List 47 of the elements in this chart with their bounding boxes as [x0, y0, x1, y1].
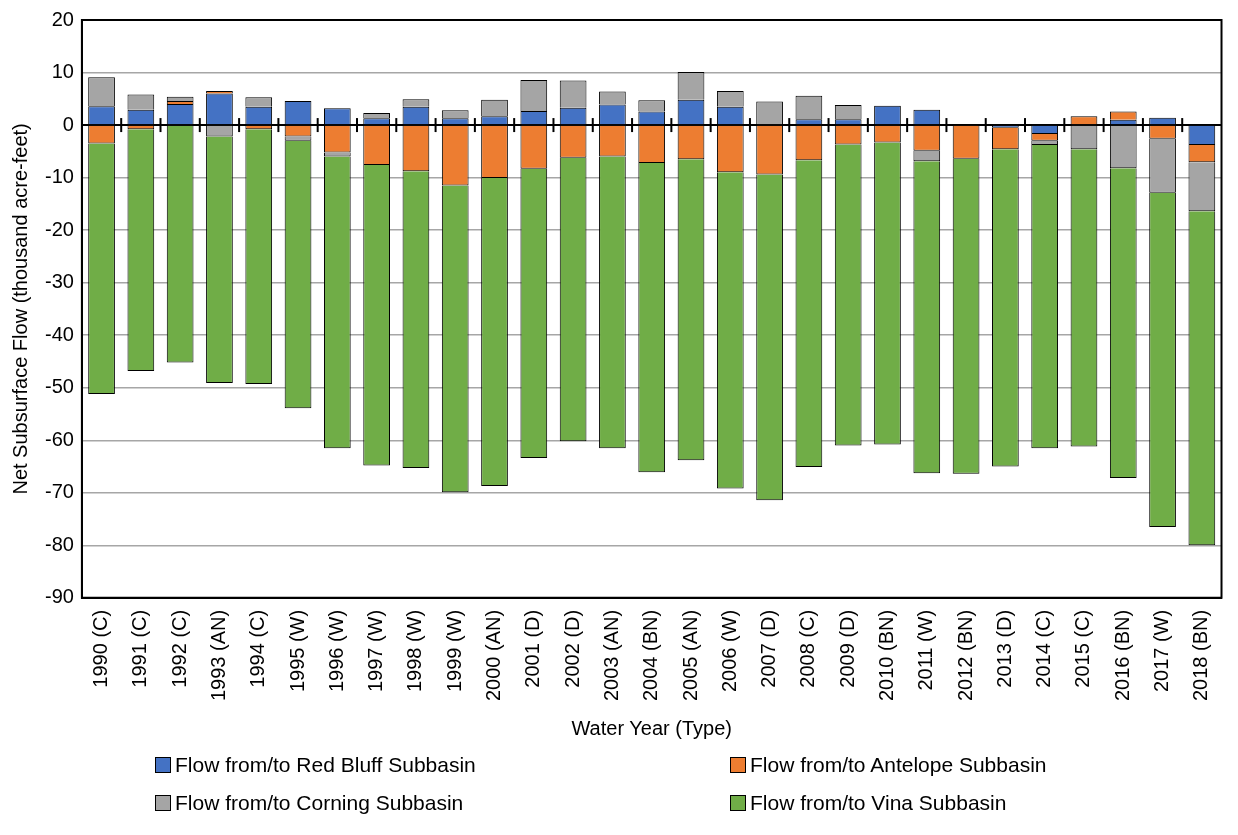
x-tick-label: 1995 (W) — [285, 609, 308, 693]
y-tick-label: -50 — [45, 375, 74, 398]
y-tick-label: -80 — [45, 532, 74, 555]
x-tick-label: 2006 (W) — [717, 609, 740, 693]
y-tick-label: -30 — [45, 270, 74, 293]
x-tick-label: 2011 (W) — [914, 609, 937, 691]
y-axis-title: Net Subsurface Flow (thousand acre-feet) — [8, 123, 31, 495]
x-tick-label: 2008 (C) — [796, 609, 819, 688]
x-tick-label: 1994 (C) — [246, 609, 269, 688]
y-tick-label: 20 — [51, 7, 74, 30]
x-tick-label: 2012 (BN) — [953, 609, 976, 701]
x-tick-label: 1999 (W) — [442, 609, 465, 693]
x-tick-label: 2004 (BN) — [639, 609, 662, 701]
x-tick-label: 1990 (C) — [89, 609, 112, 688]
x-tick-label: 2002 (D) — [560, 609, 583, 688]
x-tick-label: 1998 (W) — [403, 609, 426, 693]
x-tick-label: 2005 (AN) — [678, 609, 701, 701]
x-tick-label: 1993 (AN) — [206, 609, 229, 701]
x-tick-label: 2016 (BN) — [1110, 609, 1133, 701]
x-tick-label: 2015 (C) — [1071, 609, 1094, 688]
x-tick-label: 2010 (BN) — [875, 609, 897, 701]
x-tick-label: 2017 (W) — [1150, 609, 1173, 693]
x-tick-label: 1996 (W) — [324, 609, 347, 693]
legend-label: Flow from/to Red Bluff Subbasin — [175, 753, 476, 777]
x-axis-title: Water Year (Type) — [571, 716, 732, 739]
x-tick-label: 2018 (BN) — [1189, 609, 1212, 701]
y-tick-label: -90 — [45, 585, 74, 608]
legend-label: Flow from/to Antelope Subbasin — [750, 753, 1047, 777]
x-tick-label: 2013 (D) — [992, 609, 1015, 688]
legend-label: Flow from/to Corning Subbasin — [175, 791, 464, 815]
x-tick-label: 2009 (D) — [835, 609, 858, 688]
x-tick-label: 1992 (C) — [167, 609, 190, 688]
legend-label: Flow from/to Vina Subbasin — [750, 791, 1007, 815]
x-tick-label: 2003 (AN) — [599, 609, 622, 701]
x-tick-label: 2000 (AN) — [482, 609, 505, 701]
y-tick-label: -40 — [45, 322, 74, 345]
x-tick-label: 2014 (C) — [1032, 609, 1055, 688]
x-tick-label: 2001 (D) — [521, 609, 544, 688]
y-tick-label: -60 — [45, 427, 74, 450]
y-tick-label: -20 — [45, 217, 74, 240]
y-tick-label: -10 — [45, 165, 74, 188]
x-tick-label: 1991 (C) — [128, 609, 151, 688]
y-tick-label: 0 — [62, 112, 74, 135]
y-tick-label: -70 — [45, 480, 74, 503]
x-tick-label: 2007 (D) — [757, 609, 780, 688]
x-tick-label: 1997 (W) — [364, 609, 387, 693]
y-tick-label: 10 — [51, 60, 74, 83]
